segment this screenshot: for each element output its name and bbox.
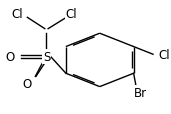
Text: Cl: Cl xyxy=(66,8,77,21)
Text: O: O xyxy=(23,77,32,90)
Text: Br: Br xyxy=(134,86,147,99)
Text: O: O xyxy=(5,51,15,63)
Text: Cl: Cl xyxy=(11,8,23,21)
Text: S: S xyxy=(43,51,50,63)
Text: Cl: Cl xyxy=(158,48,170,61)
